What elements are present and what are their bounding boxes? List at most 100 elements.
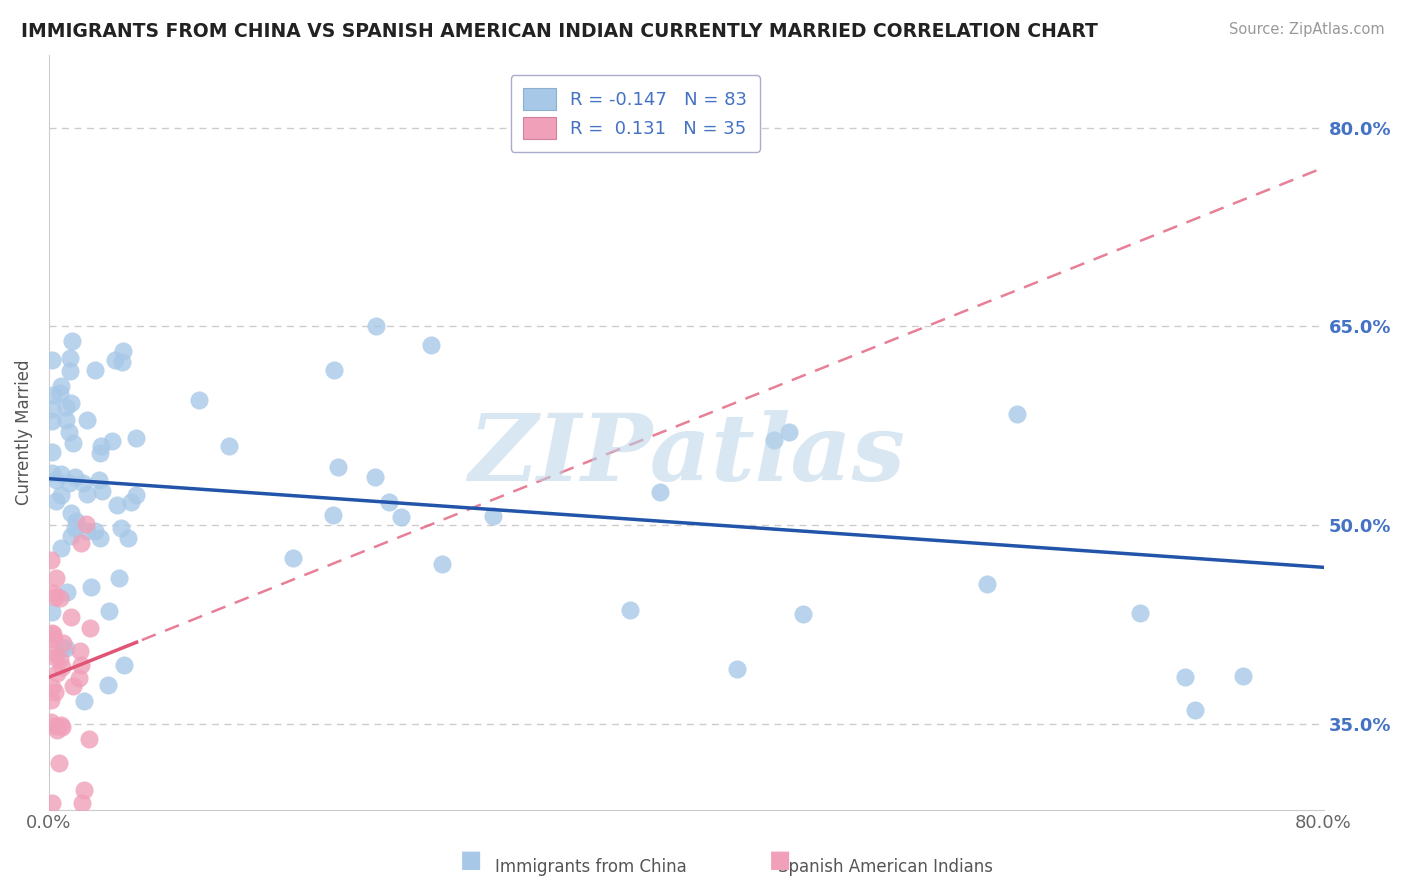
Point [49,718,72,732]
Point [110,521,132,535]
Point [80,580,103,594]
Point [44,494,66,508]
Point [976,577,998,591]
Point [1129,607,1152,621]
Point [121,495,143,509]
Point [41,466,63,480]
Point [51,488,73,502]
Point [84,363,107,377]
Point [117,532,139,546]
Point [79,621,101,635]
Point [44,719,66,733]
Point [65,521,87,535]
Point [60,506,83,520]
Point [39,715,62,730]
Y-axis label: Currently Married: Currently Married [15,359,32,505]
Point [378,494,401,508]
Point [67,671,90,685]
Point [49,591,72,605]
Point [44,474,66,488]
Point [48,756,70,771]
Point [725,662,748,676]
Point [59,364,82,378]
Point [44,685,66,699]
Text: Immigrants from China: Immigrants from China [495,858,686,876]
Point [41,606,63,620]
Text: Spanish American Indians: Spanish American Indians [779,858,993,876]
Point [100,434,122,449]
Point [1184,703,1206,717]
Point [107,571,129,585]
Point [76,487,98,501]
Point [364,470,387,484]
Point [90,439,112,453]
Point [792,607,814,621]
Point [41,414,63,428]
Point [51,720,73,734]
Point [75,517,97,532]
Point [49,541,72,556]
Point [62,679,84,693]
Point [51,660,73,674]
Point [41,353,63,368]
Text: ■: ■ [460,848,482,872]
Point [41,680,63,694]
Point [69,644,91,658]
Point [59,351,82,365]
Point [1232,669,1254,683]
Point [187,392,209,407]
Point [41,586,63,600]
Point [111,344,134,359]
Legend: R = -0.147   N = 83, R =  0.131   N = 35: R = -0.147 N = 83, R = 0.131 N = 35 [510,76,759,152]
Point [112,657,135,672]
Point [41,444,63,458]
Point [49,467,72,481]
Point [1007,407,1029,421]
Text: ZIPatlas: ZIPatlas [468,410,904,500]
Point [55,641,77,656]
Point [60,334,83,348]
Point [87,473,110,487]
Point [52,640,75,655]
Point [76,524,98,539]
Text: ■: ■ [769,848,792,872]
Point [70,536,93,550]
Point [55,413,77,427]
Point [125,488,148,502]
Point [650,484,672,499]
Point [55,584,77,599]
Point [97,678,120,692]
Point [218,439,240,453]
Point [45,666,67,681]
Point [58,425,80,440]
Point [58,475,80,490]
Point [73,694,96,708]
Point [70,796,93,810]
Point [482,509,505,524]
Text: Source: ZipAtlas.com: Source: ZipAtlas.com [1229,22,1385,37]
Point [55,401,77,415]
Point [39,552,62,566]
Point [328,460,350,475]
Point [69,658,91,673]
Point [619,603,641,617]
Point [111,355,134,369]
Point [283,551,305,566]
Text: IMMIGRANTS FROM CHINA VS SPANISH AMERICAN INDIAN CURRENTLY MARRIED CORRELATION C: IMMIGRANTS FROM CHINA VS SPANISH AMERICA… [21,22,1098,41]
Point [41,401,63,416]
Point [90,483,112,498]
Point [42,627,65,641]
Point [1174,670,1197,684]
Point [42,387,65,401]
Point [39,693,62,707]
Point [62,435,84,450]
Point [52,635,75,649]
Point [89,531,111,545]
Point [430,557,453,571]
Point [60,395,83,409]
Point [39,645,62,659]
Point [389,510,412,524]
Point [41,796,63,810]
Point [42,632,65,647]
Point [125,431,148,445]
